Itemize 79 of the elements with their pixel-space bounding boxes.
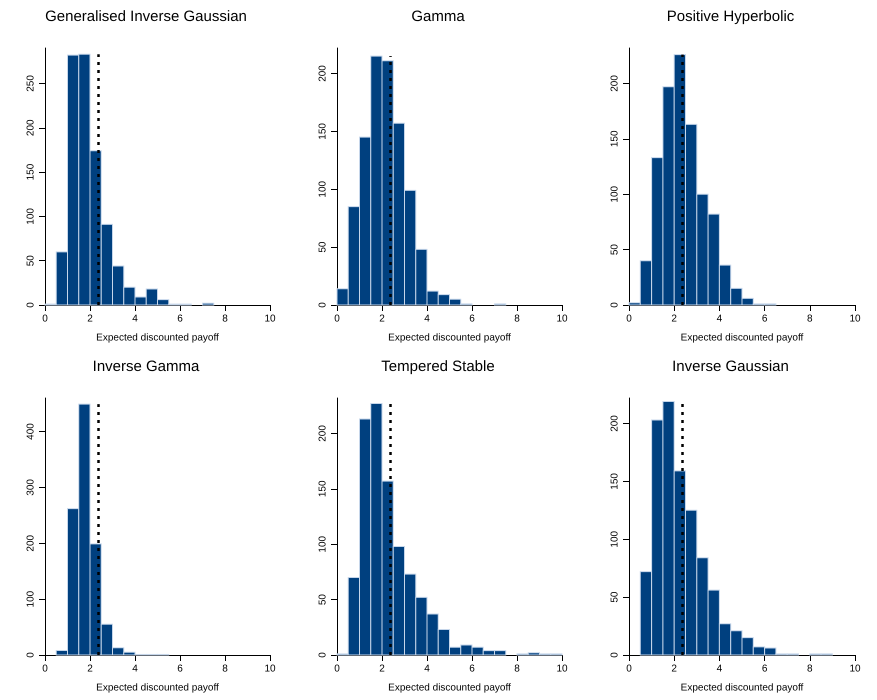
chart-title: Positive Hyperbolic bbox=[666, 8, 795, 25]
y-tick-label: 0 bbox=[318, 652, 328, 658]
x-axis-title: Expected discounted payoff bbox=[96, 332, 220, 344]
x-tick-label: 8 bbox=[514, 314, 520, 324]
chart-title: Tempered Stable bbox=[381, 358, 495, 375]
y-tick-label: 100 bbox=[610, 185, 620, 203]
y-tick-label: 400 bbox=[26, 422, 36, 440]
y-tick-label: 200 bbox=[610, 74, 620, 92]
y-tick-label: 150 bbox=[26, 163, 36, 180]
x-tick-label: 6 bbox=[762, 314, 768, 324]
x-tick-label: 10 bbox=[556, 314, 568, 324]
x-tick-label: 10 bbox=[264, 314, 276, 324]
x-tick-label: 10 bbox=[849, 664, 861, 674]
y-tick-label: 100 bbox=[318, 535, 328, 553]
x-tick-label: 8 bbox=[807, 314, 814, 324]
x-tick-label: 8 bbox=[222, 314, 228, 324]
x-tick-label: 8 bbox=[222, 664, 228, 674]
x-tick-label: 2 bbox=[87, 664, 94, 674]
chart-title: Inverse Gamma bbox=[92, 358, 200, 375]
x-tick-label: 2 bbox=[671, 664, 678, 674]
y-tick-label: 150 bbox=[318, 480, 328, 498]
x-axis-title: Expected discounted payoff bbox=[680, 332, 804, 344]
x-tick-label: 4 bbox=[716, 314, 723, 324]
y-tick-label: 0 bbox=[610, 652, 620, 658]
x-tick-label: 8 bbox=[807, 664, 814, 674]
y-tick-label: 0 bbox=[610, 302, 620, 308]
x-tick-label: 6 bbox=[762, 664, 768, 674]
x-tick-label: 4 bbox=[424, 664, 430, 674]
x-tick-label: 6 bbox=[469, 314, 476, 324]
x-tick-label: 0 bbox=[626, 664, 632, 674]
x-tick-label: 4 bbox=[424, 314, 430, 324]
y-tick-label: 50 bbox=[610, 244, 620, 256]
x-tick-label: 2 bbox=[379, 664, 386, 674]
x-tick-label: 4 bbox=[132, 314, 138, 324]
x-tick-label: 4 bbox=[716, 664, 723, 674]
chart-title: Inverse Gaussian bbox=[672, 358, 789, 375]
y-tick-label: 50 bbox=[26, 254, 36, 266]
y-tick-label: 200 bbox=[26, 118, 36, 136]
x-axis-title: Expected discounted payoff bbox=[680, 682, 804, 694]
x-tick-label: 6 bbox=[177, 664, 184, 674]
x-axis-title: Expected discounted payoff bbox=[96, 682, 220, 694]
x-tick-label: 4 bbox=[132, 664, 138, 674]
y-tick-label: 200 bbox=[610, 414, 620, 432]
x-tick-label: 6 bbox=[469, 664, 476, 674]
x-axis-title: Expected discounted payoff bbox=[388, 332, 512, 344]
y-tick-label: 150 bbox=[610, 472, 620, 490]
y-tick-label: 200 bbox=[26, 534, 36, 552]
chart-title: Generalised Inverse Gaussian bbox=[45, 8, 247, 25]
y-tick-label: 100 bbox=[26, 590, 36, 608]
x-tick-label: 0 bbox=[42, 314, 48, 324]
y-tick-label: 150 bbox=[318, 122, 328, 140]
x-tick-label: 0 bbox=[626, 314, 632, 324]
y-tick-label: 50 bbox=[318, 241, 328, 253]
x-tick-label: 8 bbox=[514, 664, 520, 674]
y-tick-label: 100 bbox=[318, 180, 328, 198]
x-axis-title: Expected discounted payoff bbox=[388, 682, 512, 694]
y-tick-label: 250 bbox=[26, 74, 36, 92]
y-tick-label: 150 bbox=[610, 130, 620, 148]
x-tick-label: 10 bbox=[264, 664, 276, 674]
x-tick-label: 2 bbox=[379, 314, 386, 324]
x-tick-label: 2 bbox=[671, 314, 678, 324]
y-tick-label: 0 bbox=[26, 302, 36, 308]
x-tick-label: 2 bbox=[87, 314, 94, 324]
y-tick-label: 50 bbox=[610, 591, 620, 603]
y-tick-label: 0 bbox=[26, 652, 36, 658]
y-tick-label: 300 bbox=[26, 478, 36, 496]
x-tick-label: 10 bbox=[849, 314, 861, 324]
x-tick-label: 0 bbox=[334, 314, 340, 324]
x-tick-label: 6 bbox=[177, 314, 184, 324]
y-tick-label: 100 bbox=[610, 530, 620, 548]
y-tick-label: 200 bbox=[318, 64, 328, 82]
y-tick-label: 50 bbox=[318, 594, 328, 606]
chart-title: Gamma bbox=[411, 8, 466, 25]
x-tick-label: 10 bbox=[556, 664, 568, 674]
y-tick-label: 100 bbox=[26, 208, 36, 225]
y-tick-label: 0 bbox=[318, 302, 328, 308]
x-tick-label: 0 bbox=[334, 664, 340, 674]
x-tick-label: 0 bbox=[42, 664, 48, 674]
y-tick-label: 200 bbox=[318, 424, 328, 442]
